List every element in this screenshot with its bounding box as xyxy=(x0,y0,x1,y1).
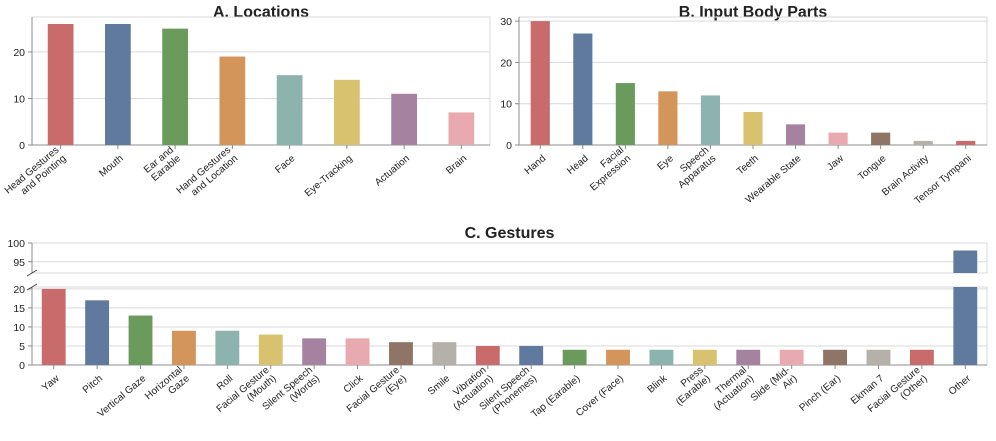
bar xyxy=(276,75,303,145)
y-tick-label: 0 xyxy=(19,360,25,372)
category-label: Ear andEarable xyxy=(142,144,183,184)
bar xyxy=(956,140,976,145)
category-label: Cover (Face) xyxy=(574,373,626,419)
bar xyxy=(562,349,587,365)
bar xyxy=(432,342,457,365)
category-label: Actuation xyxy=(373,153,412,188)
bar xyxy=(47,23,74,145)
category-label: Hand Gesturesand Location xyxy=(175,145,241,205)
y-tick-label: 5 xyxy=(19,341,25,353)
category-label: Blink xyxy=(646,373,670,396)
chart-b-input-body-parts: B. Input Body Parts 0 10 20 30 Hand Head Facial… xyxy=(500,4,988,207)
bar xyxy=(219,56,246,145)
bar xyxy=(606,349,630,365)
category-label: Other xyxy=(947,373,974,398)
category-label: Pinch (Ear) xyxy=(798,373,843,414)
bar xyxy=(333,79,360,145)
bar xyxy=(953,287,978,365)
category-label: Face xyxy=(273,153,297,176)
bar xyxy=(779,349,804,365)
bar xyxy=(171,330,196,365)
y-tick-label: 0 xyxy=(506,140,512,152)
bar xyxy=(475,345,500,365)
bar xyxy=(519,345,544,365)
category-label: Press(Earable) xyxy=(667,365,713,408)
bar xyxy=(823,349,848,365)
y-tick-label: 0 xyxy=(19,140,25,152)
bar xyxy=(389,342,413,365)
category-label: Eye-Tracking xyxy=(303,153,355,199)
y-tick-label: 30 xyxy=(500,16,512,28)
bar xyxy=(41,288,66,365)
bar xyxy=(658,91,678,145)
y-tick-label: 20 xyxy=(13,47,25,59)
bar xyxy=(828,132,848,145)
bar xyxy=(162,28,189,145)
bar xyxy=(736,349,761,365)
bar xyxy=(913,140,933,145)
category-label: Jaw xyxy=(825,153,846,173)
bar xyxy=(104,23,131,145)
category-label: Yaw xyxy=(40,373,62,394)
y-tick-label: 15 xyxy=(13,303,25,315)
category-label: Eye xyxy=(655,153,676,173)
plot-frame-upper xyxy=(31,242,988,274)
bar xyxy=(302,338,327,365)
bar-upper-segment xyxy=(953,250,978,273)
category-label: Tongue xyxy=(856,153,889,183)
category-label: HorizontalGaze xyxy=(143,364,192,410)
bar xyxy=(85,300,110,365)
bar xyxy=(573,33,593,145)
axis-break-mark xyxy=(26,283,38,291)
category-label: Slide (Mid-Air) xyxy=(749,365,800,413)
bar xyxy=(700,95,721,145)
chart-c-gestures: C. Gestures 95 100 0 5 10 15 20 Yaw PitchVertical… xyxy=(7,225,988,423)
category-label: FacialExpression xyxy=(581,145,633,194)
bar xyxy=(785,124,806,145)
category-label: Brain xyxy=(444,153,469,176)
bar xyxy=(258,334,283,365)
bar xyxy=(128,315,153,365)
category-label: Roll xyxy=(215,373,235,393)
bar xyxy=(530,21,550,146)
category-label: Head xyxy=(565,153,590,177)
category-label: Teeth xyxy=(735,153,761,177)
chart-title: C. Gestures xyxy=(465,225,555,242)
category-label: Thermal(Actuation) xyxy=(705,365,756,413)
y-tick-label: 95 xyxy=(13,257,25,269)
category-label: Vertical Gaze xyxy=(96,373,149,420)
bar xyxy=(909,349,934,365)
y-tick-label: 10 xyxy=(13,322,25,334)
chart-title: A. Locations xyxy=(213,4,309,21)
bar xyxy=(615,83,635,145)
bar xyxy=(649,349,674,365)
bar xyxy=(743,111,763,145)
bar xyxy=(391,93,418,145)
y-tick-label: 100 xyxy=(7,238,25,250)
category-label: Head Gesturesand Pointing xyxy=(3,145,69,205)
chart-title: B. Input Body Parts xyxy=(679,4,828,21)
category-label: SpeechApparatus xyxy=(669,145,718,191)
category-label: Hand xyxy=(523,153,548,177)
bar xyxy=(448,112,475,145)
category-label: Facial Gesture(Other) xyxy=(866,364,930,423)
category-label: Mouth xyxy=(97,153,125,179)
bar xyxy=(866,349,891,365)
y-tick-label: 10 xyxy=(13,93,25,105)
bar xyxy=(345,338,370,365)
y-tick-label: 10 xyxy=(500,99,512,111)
category-label: Facial Gesture(Mouth) xyxy=(215,364,279,423)
plot-frame xyxy=(31,16,491,146)
category-label: Facial Gesture(Eye) xyxy=(345,364,409,423)
axis-break-mark xyxy=(26,269,38,277)
y-tick-label: 20 xyxy=(13,284,25,296)
bar xyxy=(871,132,891,145)
chart-a-locations: A. Locations 0 10 20 Head Gesturesand Pointi… xyxy=(3,4,491,205)
y-tick-label: 20 xyxy=(500,57,512,69)
bar xyxy=(215,330,240,365)
category-label: Pitch xyxy=(81,373,105,396)
category-label: Smile xyxy=(426,373,453,398)
bar xyxy=(692,349,717,365)
